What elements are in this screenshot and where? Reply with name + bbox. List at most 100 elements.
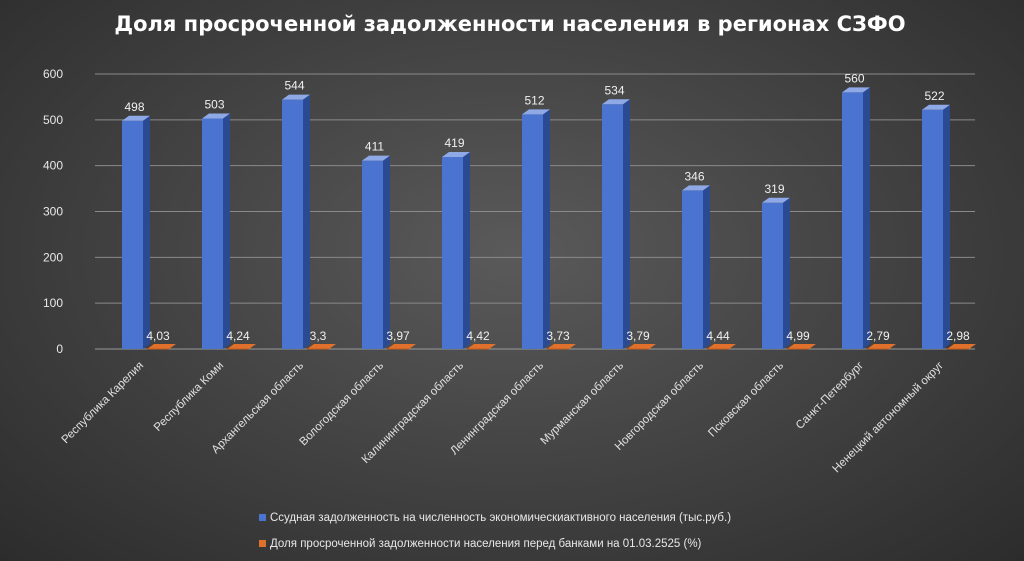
data-label-series-2: 2,98 <box>946 329 970 343</box>
bar-top <box>362 155 390 161</box>
legend-label-series-1: Ссудная задолженность на численность эко… <box>270 512 731 524</box>
bar-series-1 <box>522 114 543 349</box>
bar-series-1 <box>922 109 943 349</box>
x-tick-label: Псковская область <box>706 360 786 440</box>
bar-top <box>442 151 470 157</box>
bar-side <box>383 155 390 349</box>
data-label-series-1: 512 <box>524 93 544 107</box>
legend: Ссудная задолженность на численность эко… <box>259 512 731 550</box>
bar-side <box>783 197 790 349</box>
x-tick-label: Республика Коми <box>152 360 226 434</box>
legend-swatch-series-1 <box>259 514 266 521</box>
bar-series-2-face <box>547 348 569 350</box>
y-tick-label: 200 <box>43 250 63 264</box>
x-tick-label: Новгородская область <box>613 360 706 453</box>
bar-series-1 <box>602 104 623 349</box>
y-axis-ticks: 0 100 200 300 400 500 600 <box>43 67 63 356</box>
data-label-series-1: 534 <box>604 83 624 97</box>
data-label-series-1: 411 <box>365 140 384 154</box>
bar-top <box>762 197 790 203</box>
y-tick-label: 600 <box>43 67 63 81</box>
data-label-series-2: 4,99 <box>786 329 810 343</box>
bar-side <box>143 115 150 349</box>
bar-side <box>863 87 870 349</box>
bar-top <box>682 185 710 191</box>
bar-series-1 <box>682 190 703 349</box>
x-axis-labels: Республика Карелия Республика КомиАрханге… <box>60 360 947 476</box>
data-label-series-1: 522 <box>924 89 944 103</box>
data-label-series-2: 4,42 <box>466 329 490 343</box>
data-label-series-2: 4,44 <box>706 329 730 343</box>
data-label-series-2: 3,3 <box>310 329 327 343</box>
x-tick-label: Ленинградская область <box>448 360 546 458</box>
bar-top <box>202 113 230 119</box>
data-label-series-2: 2,79 <box>866 329 890 343</box>
bar-series-1 <box>762 202 783 349</box>
bar-series-2-face <box>307 348 329 350</box>
bar-series-2-face <box>787 348 809 350</box>
y-tick-label: 400 <box>43 159 63 173</box>
x-tick-label: Санкт-Петербург <box>794 360 866 432</box>
bar-series-2 <box>467 344 496 349</box>
data-label-series-2: 4,24 <box>226 329 250 343</box>
legend-swatch-series-2 <box>259 540 266 547</box>
bar-side <box>463 151 470 349</box>
data-label-series-1: 560 <box>844 71 864 85</box>
bar-series-1 <box>842 92 863 349</box>
bar-series-2 <box>947 344 976 349</box>
bar-side <box>623 99 630 349</box>
legend-label-series-2: Доля просроченной задолженности населени… <box>270 538 702 550</box>
data-label-series-1: 503 <box>204 97 224 111</box>
data-label-series-1: 544 <box>284 79 304 93</box>
bar-top <box>122 115 150 121</box>
bar-series-2-face <box>867 348 889 350</box>
bars: 498 4,03 503 4,24 544 3,3 411 3,97 419 4,42 512 3,7… <box>122 71 976 350</box>
bar-series-2 <box>547 344 576 349</box>
data-label-series-2: 3,73 <box>546 329 570 343</box>
x-tick-label: Мурманская область <box>539 360 627 448</box>
y-tick-label: 0 <box>56 342 63 356</box>
data-label-series-2: 4,03 <box>146 329 170 343</box>
bar-series-1 <box>442 156 463 349</box>
bar-series-2 <box>707 344 736 349</box>
bar-series-2 <box>147 344 176 349</box>
bar-series-1 <box>202 118 223 349</box>
bar-series-2 <box>227 344 256 349</box>
bar-top <box>922 104 950 110</box>
x-tick-label: Архангельская область <box>210 360 306 456</box>
data-label-series-2: 3,97 <box>386 329 410 343</box>
chart-title: Доля просроченной задолженности населени… <box>114 12 905 36</box>
bar-series-2-face <box>387 348 409 350</box>
bar-side <box>703 185 710 349</box>
bar-series-2-face <box>227 348 249 350</box>
bar-series-2 <box>627 344 656 349</box>
bar-series-2-face <box>947 348 969 350</box>
bar-top <box>282 94 310 100</box>
bar-series-2-face <box>147 348 169 350</box>
x-tick-label: Вологодская область <box>298 360 387 449</box>
bar-side <box>303 94 310 350</box>
bar-series-2 <box>307 344 336 349</box>
bar-side <box>223 113 230 349</box>
bar-series-2 <box>787 344 816 349</box>
data-label-series-1: 498 <box>124 100 144 114</box>
bar-top <box>842 87 870 93</box>
bar-series-1 <box>122 120 143 349</box>
bar-series-2-face <box>627 348 649 350</box>
data-label-series-2: 3,79 <box>626 329 650 343</box>
y-tick-label: 100 <box>43 296 63 310</box>
bar-series-1 <box>282 99 303 350</box>
data-label-series-1: 419 <box>444 136 464 150</box>
data-label-series-1: 346 <box>684 169 704 183</box>
bar-side <box>543 109 550 349</box>
y-tick-label: 500 <box>43 113 63 127</box>
bar-side <box>943 104 950 349</box>
bar-series-2-face <box>707 348 729 350</box>
y-tick-label: 300 <box>43 205 63 219</box>
bar-series-2 <box>867 344 896 349</box>
x-tick-label: Республика Карелия <box>60 360 147 447</box>
bar-top <box>522 109 550 115</box>
bar-top <box>602 99 630 105</box>
bar-series-2 <box>387 344 416 349</box>
